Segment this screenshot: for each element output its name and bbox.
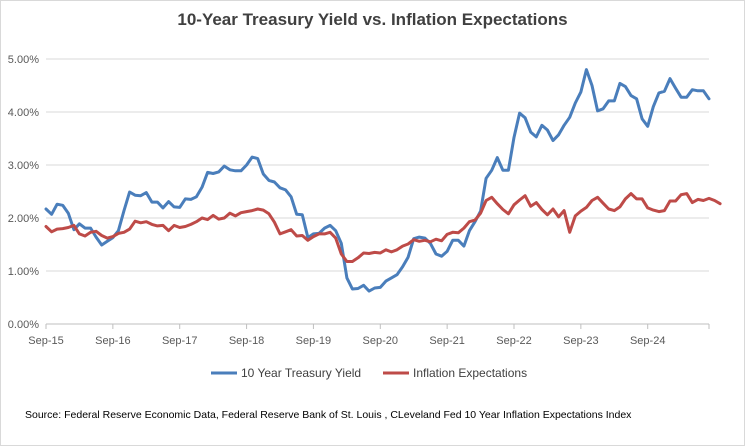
x-tick-label: Sep-18 (229, 335, 264, 347)
x-tick-label: Sep-21 (429, 335, 464, 347)
line-chart: 0.00%1.00%2.00%3.00%4.00%5.00% Sep-15 Sep… (8, 54, 722, 380)
chart-title: 10-Year Treasury Yield vs. Inflation Exp… (177, 10, 568, 29)
y-tick-label: 2.00% (8, 213, 39, 225)
y-tick-label: 4.00% (8, 107, 39, 119)
x-tick-label: Sep-16 (95, 335, 130, 347)
series-lines (44, 68, 722, 293)
series-line-treasury-yield (44, 68, 711, 293)
x-tick-label: Sep-19 (296, 335, 331, 347)
gridlines (46, 58, 709, 272)
x-tick-label: Sep-24 (630, 335, 665, 347)
x-tick-labels: Sep-15 Sep-16 Sep-17 Sep-18 Sep-19 Sep-20 Sep-… (28, 335, 665, 347)
source-note: Source: Federal Reserve Economic Data, F… (25, 409, 632, 421)
x-tick-label: Sep-15 (28, 335, 63, 347)
series-line-inflation-expectations (44, 192, 722, 263)
x-tick-label: Sep-20 (363, 335, 398, 347)
legend-label: Inflation Expectations (413, 366, 527, 380)
y-tick-label: 1.00% (8, 266, 39, 278)
legend-label: 10 Year Treasury Yield (241, 366, 361, 380)
x-tick-label: Sep-23 (563, 335, 598, 347)
y-tick-label: 5.00% (8, 54, 39, 66)
axes (45, 323, 710, 329)
y-tick-label: 3.00% (8, 160, 39, 172)
y-tick-labels: 0.00% 1.00% 2.00% 3.00% 4.00% 5.00% (8, 54, 39, 331)
x-tick-label: Sep-17 (162, 335, 197, 347)
y-tick-label: 0.00% (8, 319, 39, 331)
legend: 10 Year Treasury Yield Inflation Expectat… (211, 366, 527, 380)
x-tick-label: Sep-22 (496, 335, 531, 347)
